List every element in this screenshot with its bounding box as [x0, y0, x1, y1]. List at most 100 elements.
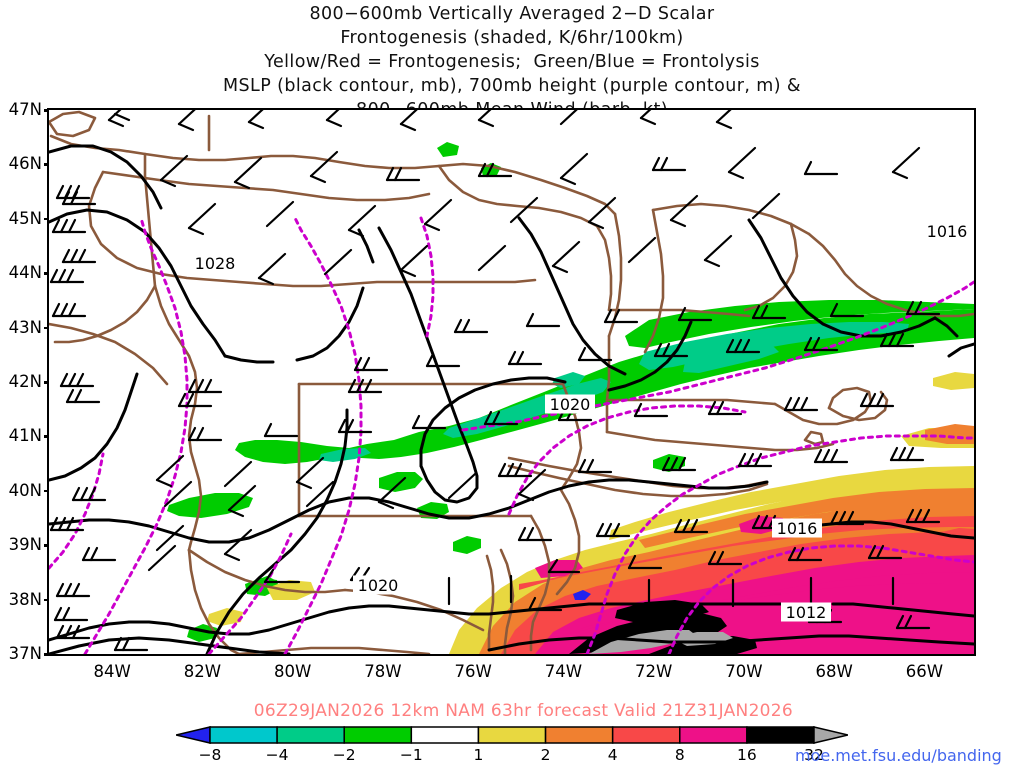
colorbar-tick-labels: −8 −4 −2 −1 1 2 4 8 16 32 — [176, 745, 848, 767]
wind-barb — [51, 302, 87, 318]
wind-barb — [803, 160, 839, 176]
height-700mb-contours — [49, 216, 974, 654]
hgt700-central — [283, 216, 363, 654]
shade-magenta-blob-1 — [535, 560, 583, 578]
wind-barb — [265, 200, 295, 228]
geo-ma-ct-line — [605, 398, 777, 406]
colorbar[interactable]: −8 −4 −2 −1 1 2 4 8 16 32 — [175, 724, 849, 768]
wind-barb — [263, 568, 301, 584]
wind-barb — [829, 302, 865, 318]
colorbar-swatch-3[interactable] — [410, 726, 480, 744]
x-tick-66w: 66W — [905, 662, 944, 681]
hgt700-nw-diag — [207, 532, 293, 654]
wind-barb — [559, 110, 578, 126]
shade-red-band-1 — [519, 516, 974, 590]
mslp-1016-upper — [933, 316, 959, 338]
contour-label-text: 1028 — [195, 254, 236, 273]
mslp-contour-me — [747, 218, 937, 338]
colorbar-tick-3: −1 — [399, 746, 423, 764]
contour-label-bg — [781, 602, 831, 622]
wind-barb — [653, 342, 689, 358]
colorbar-tick-7: 8 — [674, 746, 685, 764]
wind-barb — [669, 194, 699, 228]
colorbar-swatch-5[interactable] — [544, 726, 614, 744]
geo-nj-coast — [555, 488, 581, 596]
geo-ct-ri-coast — [605, 430, 835, 452]
title-line-3: Yellow/Red = Frontogenesis; Green/Blue =… — [264, 52, 760, 72]
mslp-contour-1028 — [49, 208, 227, 358]
colorbar-tick-8: 16 — [737, 746, 757, 764]
chart-title: 800−600mb Vertically Averaged 2−D Scalar… — [0, 2, 1024, 122]
watermark-text: moe.met.fsu.edu/banding — [795, 746, 1002, 765]
colorbar-swatch-7[interactable] — [679, 726, 748, 744]
colorbar-swatch-8[interactable] — [746, 726, 815, 744]
wind-barb — [233, 156, 263, 190]
wind-barb — [587, 196, 617, 230]
wind-barb — [425, 352, 461, 368]
wind-barb — [525, 312, 561, 328]
mslp-1028-seg2 — [295, 286, 365, 362]
contour-label-1028-0: 1028 — [190, 253, 240, 273]
wind-barb — [247, 110, 265, 130]
geo-chesapeake — [499, 548, 515, 654]
contour-label-text: 1012 — [786, 603, 827, 622]
wind-barb — [889, 446, 925, 462]
colorbar-swatch-2[interactable] — [343, 726, 413, 744]
wind-barb — [787, 546, 823, 562]
mslp-contour-1020-main — [419, 376, 567, 468]
geo-appalach — [49, 322, 169, 386]
wind-barb — [547, 558, 581, 574]
contour-label-bg — [922, 221, 972, 241]
geo-me-coast — [807, 232, 974, 318]
wind-barb — [223, 528, 253, 562]
contour-label-1020-1: 1020 — [545, 394, 595, 414]
wind-barbs — [49, 110, 941, 652]
wind-barb — [517, 526, 553, 542]
wind-barb — [113, 636, 149, 652]
geo-nh-ma-line — [607, 308, 751, 318]
title-line-2: Frontogenesis (shaded, K/6hr/100km) — [340, 28, 684, 48]
hgt700-se-1 — [585, 434, 974, 654]
mslp-1016-upper2 — [947, 342, 974, 358]
wind-barb — [483, 410, 519, 426]
hgt700-ne-long — [461, 280, 974, 432]
y-tick-47n: 47N — [8, 100, 42, 119]
shade-yellow-patch-3 — [933, 372, 974, 390]
geo-oh-border — [143, 152, 157, 288]
map-plot-area[interactable]: 1028 1020 1020 1016 1012 1016 — [47, 108, 976, 656]
x-tick-82w: 82W — [183, 662, 222, 681]
wind-barb — [829, 510, 865, 526]
hgt700-se-3 — [667, 544, 974, 654]
contour-label-bg — [190, 253, 240, 273]
wind-barb — [81, 546, 117, 562]
colorbar-swatch-4[interactable] — [477, 726, 547, 744]
wind-barb — [71, 486, 107, 502]
wind-barb — [577, 346, 613, 362]
contour-label-1012-4: 1012 — [781, 602, 831, 622]
wind-barb — [577, 458, 613, 474]
y-tick-40n: 40N — [8, 480, 42, 500]
mslp-contours — [49, 144, 974, 654]
geo-de-md-coast — [529, 514, 551, 652]
wind-barb — [385, 166, 421, 182]
wind-barb — [51, 218, 87, 234]
y-tick-44n: 44N — [8, 263, 42, 283]
wind-barb — [751, 304, 787, 320]
y-tick-43n: 43N — [8, 317, 42, 337]
forecast-caption: 06Z29JAN2026 12km NAM 63hr forecast Vali… — [0, 681, 1024, 741]
wind-barb — [803, 336, 839, 352]
site-watermark[interactable]: moe.met.fsu.edu/banding — [795, 746, 1002, 765]
colorbar-swatch-6[interactable] — [611, 726, 681, 744]
geo-ny-north — [437, 164, 599, 228]
wind-barb — [895, 614, 931, 630]
wind-barb — [377, 476, 407, 510]
wind-barb — [891, 146, 921, 180]
wind-barb — [879, 332, 915, 348]
x-tick-84w: 84W — [93, 662, 131, 681]
x-tick-80w: 80W — [274, 662, 312, 681]
wind-barb — [53, 606, 89, 622]
mslp-contour-1016 — [49, 478, 769, 544]
colorbar-swatch-0[interactable] — [209, 726, 278, 744]
colorbar-swatch-1[interactable] — [276, 726, 345, 744]
